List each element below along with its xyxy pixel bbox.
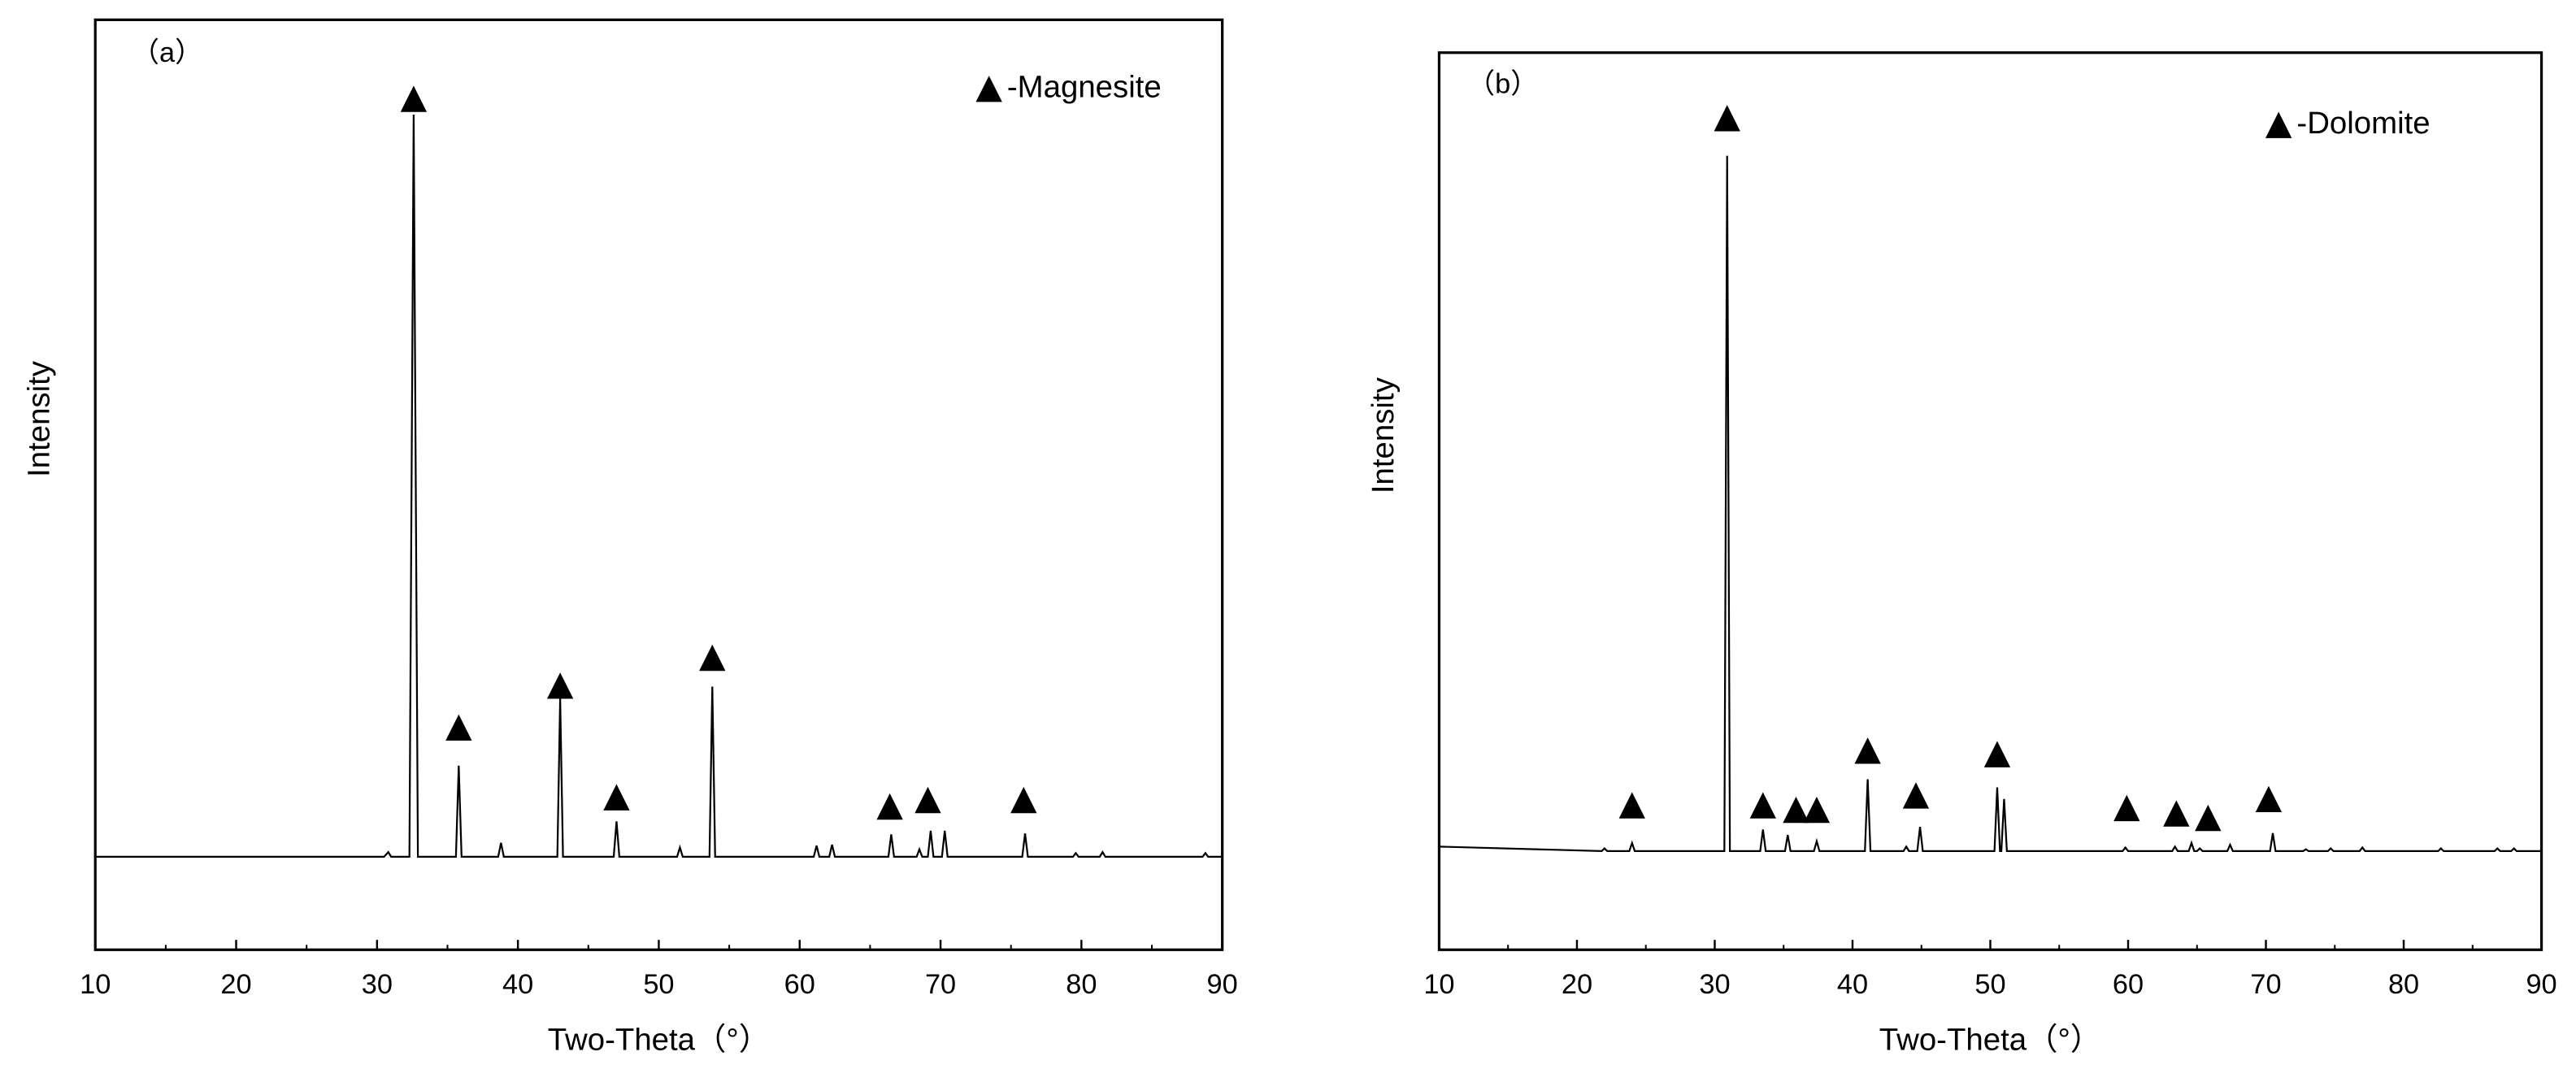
- peak-marker: [699, 644, 726, 672]
- peak-marker: [1902, 782, 1930, 809]
- panel-label: （b）: [1467, 68, 1539, 99]
- x-tick-label: 80: [2388, 969, 2419, 1000]
- peak-marker: [1803, 796, 1831, 824]
- x-tick-label: 30: [1699, 969, 1730, 1000]
- legend-label: -Dolomite: [2296, 106, 2430, 141]
- peak-marker: [1010, 786, 1037, 814]
- peak-marker: [400, 85, 428, 112]
- plot-frame: [1437, 51, 2543, 951]
- peak-marker: [1618, 792, 1645, 819]
- peak-marker: [2163, 800, 2190, 827]
- y-axis-label: Intensity: [1366, 376, 1401, 493]
- x-tick-label: 50: [1974, 969, 2005, 1000]
- peak-marker: [2113, 794, 2140, 822]
- xrd-pattern: [1439, 155, 2542, 853]
- peak-marker: [1854, 737, 1881, 764]
- x-tick-label: 60: [784, 969, 815, 1000]
- peak-marker: [876, 793, 903, 820]
- x-tick-label: 50: [643, 969, 674, 1000]
- xrd-pattern: [95, 115, 1223, 858]
- x-tick-label: 10: [80, 969, 111, 1000]
- x-axis-label: Two-Theta（°）: [548, 1023, 770, 1058]
- peak-marker: [445, 714, 472, 741]
- peak-marker: [1983, 741, 2011, 767]
- peak-marker: [546, 672, 574, 699]
- x-tick-label: 20: [1562, 969, 1592, 1000]
- panel-label: （a）: [132, 37, 203, 68]
- x-tick-label: 70: [925, 969, 956, 1000]
- peak-marker: [914, 786, 941, 814]
- x-tick-label: 70: [2250, 969, 2281, 1000]
- x-tick-label: 10: [1423, 969, 1454, 1000]
- peak-marker: [1714, 105, 1740, 132]
- x-tick-label: 40: [1837, 969, 1868, 1000]
- x-axis-label: Two-Theta（°）: [1879, 1023, 2101, 1058]
- x-tick-label: 20: [220, 969, 251, 1000]
- peak-marker: [2195, 804, 2222, 832]
- legend-label: -Magnesite: [1007, 69, 1162, 104]
- legend-symbol: [2265, 111, 2292, 138]
- x-tick-label: 90: [1207, 969, 1238, 1000]
- x-tick-label: 30: [362, 969, 393, 1000]
- x-tick-label: 60: [2113, 969, 2144, 1000]
- x-tick-label: 90: [2526, 969, 2556, 1000]
- peak-marker: [1749, 792, 1776, 819]
- peak-marker: [603, 784, 630, 811]
- y-axis-label: Intensity: [22, 360, 57, 477]
- legend-symbol: [975, 76, 1002, 102]
- x-tick-label: 40: [502, 969, 533, 1000]
- x-tick-label: 80: [1066, 969, 1097, 1000]
- peak-marker: [2255, 785, 2283, 813]
- plot-frame: [93, 18, 1224, 951]
- peak-marker: [1783, 796, 1809, 824]
